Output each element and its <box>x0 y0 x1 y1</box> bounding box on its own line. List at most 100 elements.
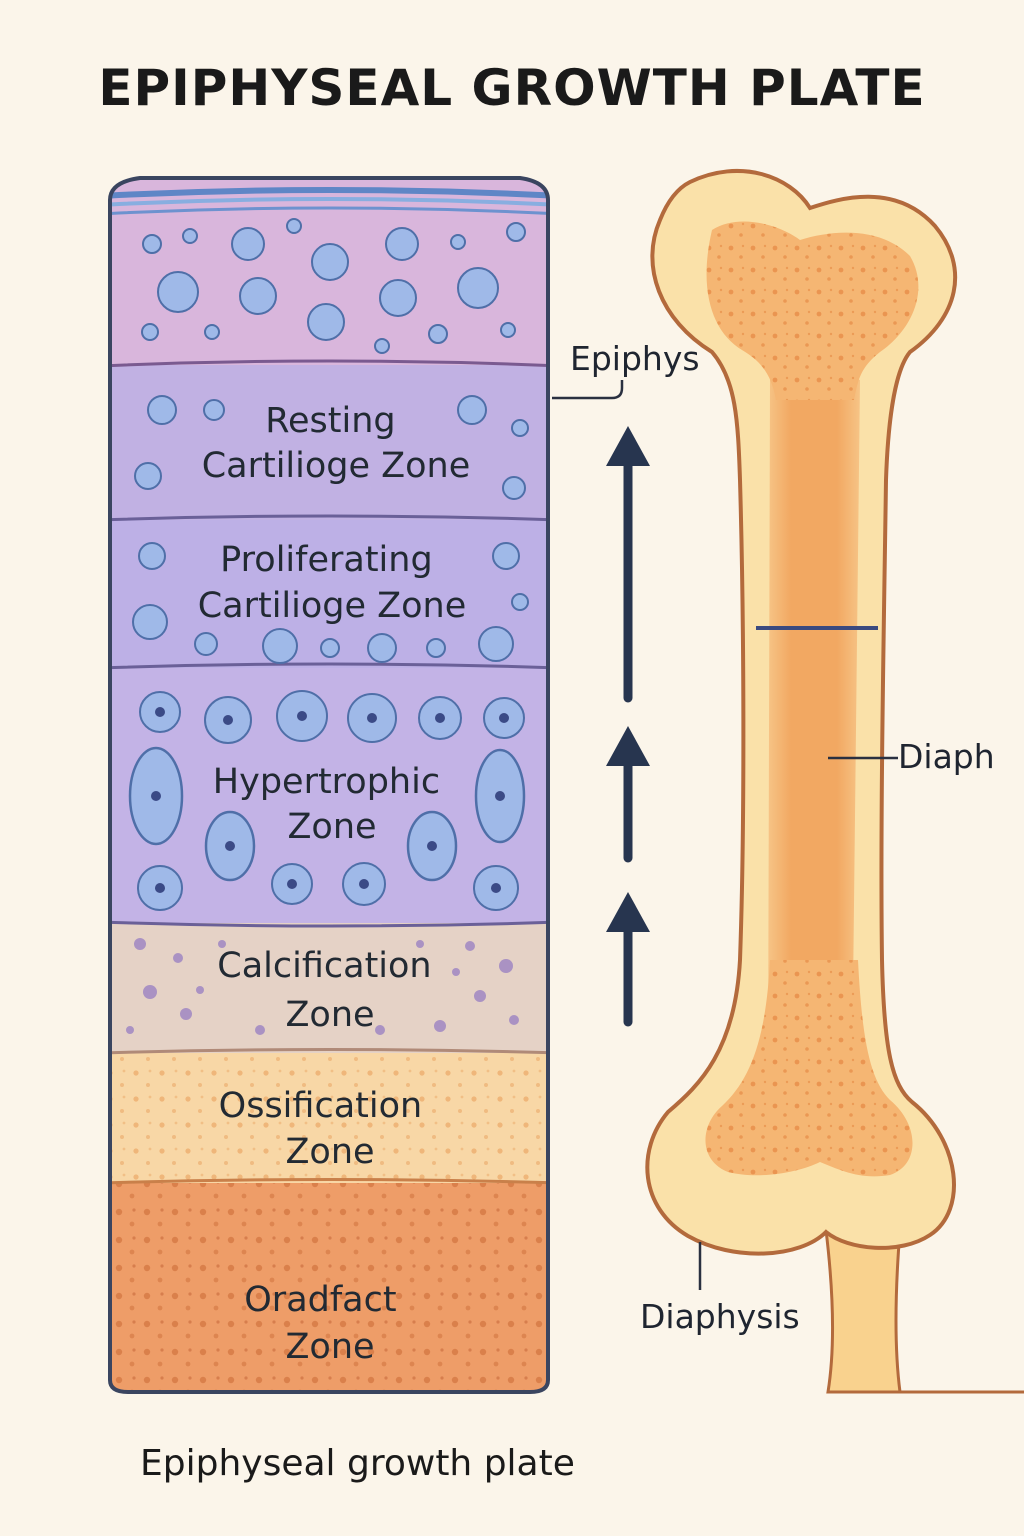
cell-nucleus <box>297 711 307 721</box>
calcified-deposit <box>509 1015 519 1025</box>
cell-nucleus <box>427 841 437 851</box>
resting-chondrocyte <box>428 324 448 344</box>
arrow-up-icon <box>606 426 650 703</box>
label-hypertrophic: Hypertrophic Zone <box>213 762 451 847</box>
cap-stripe <box>110 187 548 199</box>
cell-nucleus <box>495 791 505 801</box>
long-bone-illustration <box>645 168 1024 1394</box>
bone-labels: Epiphys Diaph Diaphysis <box>552 339 995 1336</box>
resting-chondrocyte <box>511 419 529 437</box>
resting-chondrocyte <box>147 395 177 425</box>
calcified-deposit <box>143 985 157 999</box>
leader-line-epiphys <box>552 380 624 400</box>
proliferating-chondrocyte <box>492 542 520 570</box>
zone-labels: Resting Cartilioge Zone Proliferating Ca… <box>198 401 471 1367</box>
resting-chondrocyte <box>182 228 198 244</box>
calcified-deposit <box>196 986 204 994</box>
growth-direction-arrows <box>606 426 650 1027</box>
resting-chondrocyte <box>379 279 417 317</box>
label-ossification-line2: Zone <box>285 1132 374 1172</box>
cap-stripe <box>110 206 548 216</box>
calcified-deposit <box>134 938 146 950</box>
caption: Epiphyseal growth plate <box>140 1443 575 1484</box>
label-calcification-line2: Zone <box>285 995 374 1035</box>
label-calcification-line1: Calcification <box>217 946 431 986</box>
label-orcifact: Oradfact Zone <box>244 1280 407 1367</box>
zone-boundary <box>110 359 548 368</box>
zone-boundary <box>110 1178 548 1185</box>
growth-plate-column <box>108 176 550 1394</box>
label-resting: Resting Cartilioge Zone <box>202 401 471 486</box>
proliferating-chondrocyte <box>132 604 168 640</box>
resting-chondrocyte <box>457 395 487 425</box>
label-resting-line2: Cartilioge Zone <box>202 446 471 486</box>
resting-chondrocyte <box>385 227 419 261</box>
cell-nucleus <box>223 715 233 725</box>
resting-chondrocyte <box>457 267 499 309</box>
calcified-deposit <box>452 968 460 976</box>
calcified-deposit <box>474 990 486 1002</box>
cell-nucleus <box>151 791 161 801</box>
label-diaphysis: Diaphysis <box>640 1297 800 1336</box>
cell-nucleus <box>225 841 235 851</box>
resting-chondrocyte <box>142 234 162 254</box>
label-orcifact-line2: Zone <box>285 1327 374 1367</box>
resting-chondrocyte <box>157 271 199 313</box>
bone-lower-shaft <box>824 1228 1024 1394</box>
zone-boundary <box>110 920 548 928</box>
resting-chondrocyte <box>506 222 526 242</box>
resting-chondrocyte <box>141 323 159 341</box>
column-outline <box>108 176 550 1394</box>
label-resting-line1: Resting <box>265 401 395 441</box>
resting-chondrocyte <box>374 338 390 354</box>
label-hypertrophic-line2: Zone <box>287 807 376 847</box>
cell-nucleus <box>359 879 369 889</box>
label-orcifact-line1: Oradfact <box>244 1280 396 1320</box>
calcified-deposit <box>173 953 183 963</box>
arrow-up-icon <box>606 892 650 1027</box>
proliferating-chondrocyte <box>511 593 529 611</box>
cell-nucleus <box>367 713 377 723</box>
resting-chondrocyte <box>203 399 225 421</box>
calcified-deposit <box>126 1026 134 1034</box>
cartilage-cells <box>126 218 529 1035</box>
cell-nucleus <box>491 883 501 893</box>
bone-spongy-lower-texture <box>705 960 913 1177</box>
resting-chondrocyte <box>502 476 526 500</box>
resting-chondrocyte <box>500 322 516 338</box>
proliferating-chondrocyte <box>426 638 446 658</box>
calcified-deposit <box>465 941 475 951</box>
cap-stripe <box>110 197 548 207</box>
calcified-deposit <box>434 1020 446 1032</box>
cell-nucleus <box>287 879 297 889</box>
cell-nucleus <box>155 707 165 717</box>
calcified-deposit <box>180 1008 192 1020</box>
cell-nucleus <box>499 713 509 723</box>
label-calcification: Calcification Zone <box>217 946 443 1035</box>
proliferating-chondrocyte <box>367 633 397 663</box>
proliferating-chondrocyte <box>194 632 218 656</box>
page-title: EPIPHYSEAL GROWTH PLATE <box>98 59 925 117</box>
zone-resting <box>110 365 548 520</box>
resting-chondrocyte <box>450 234 466 250</box>
label-diaph: Diaph <box>898 737 995 776</box>
label-ossification: Ossification Zone <box>219 1086 434 1172</box>
ossification-texture <box>110 1053 548 1183</box>
zone-boundary <box>110 514 548 522</box>
resting-chondrocyte <box>311 243 349 281</box>
proliferating-chondrocyte <box>138 542 166 570</box>
label-epiphys: Epiphys <box>570 339 700 378</box>
orcifact-texture <box>110 1183 548 1392</box>
resting-chondrocyte <box>231 227 265 261</box>
calcified-deposit <box>255 1025 265 1035</box>
resting-chondrocyte <box>286 218 302 234</box>
calcified-deposit <box>416 940 424 948</box>
label-ossification-line1: Ossification <box>219 1086 423 1126</box>
proliferating-chondrocyte <box>478 626 514 662</box>
resting-chondrocyte <box>134 462 162 490</box>
label-proliferating-line1: Proliferating <box>220 540 433 580</box>
cell-nucleus <box>435 713 445 723</box>
resting-chondrocyte <box>239 277 277 315</box>
resting-chondrocyte <box>204 324 220 340</box>
